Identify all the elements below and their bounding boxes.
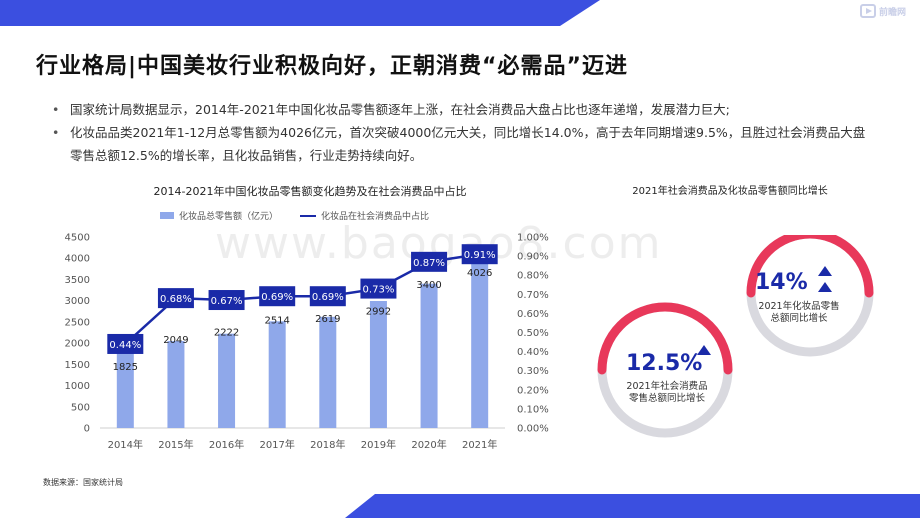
y-tick-label-right: 0.60% [517, 309, 549, 320]
x-tick-label: 2017年 [259, 438, 294, 451]
bar [268, 321, 286, 428]
share-data-label: 0.69% [312, 292, 344, 303]
y-tick-label-right: 0.10% [517, 404, 549, 415]
gauge-cosmetics-label-line1: 2021年化妆品零售 [758, 301, 840, 312]
bar [218, 333, 236, 428]
logo-text: 前瞻网 [878, 7, 906, 18]
up-arrow-icon [697, 345, 711, 355]
bar-data-label: 4026 [467, 268, 492, 279]
bottom-decor-band [345, 494, 920, 518]
x-tick-label: 2021年 [462, 438, 497, 451]
gauge-cosmetics-label-line2: 总额同比增长 [770, 313, 828, 324]
share-marker [461, 244, 498, 265]
legend-item-bar: 化妆品总零售额（亿元） [160, 209, 278, 222]
bar-data-label: 2049 [163, 335, 188, 346]
top-decor-band [0, 0, 600, 26]
y-tick-label-left: 3500 [65, 275, 90, 286]
y-tick-label-left: 2500 [65, 317, 90, 328]
y-tick-label-right: 0.80% [517, 271, 549, 282]
logo-play-icon [859, 4, 876, 18]
bar [319, 316, 337, 428]
y-tick-label-right: 0.70% [517, 290, 549, 301]
bar [116, 350, 134, 428]
bar [420, 283, 438, 428]
y-tick-label-left: 4000 [65, 254, 90, 265]
y-tick-label-left: 4500 [65, 233, 90, 244]
share-marker [157, 288, 194, 309]
bar-data-label: 3400 [416, 280, 441, 291]
y-tick-label-left: 1000 [65, 381, 90, 392]
bar-data-label: 2992 [366, 307, 391, 318]
share-marker [107, 333, 144, 354]
share-marker [360, 278, 397, 299]
gauge-retail-label: 2021年社会消费品 零售总额同比增长 [612, 381, 722, 405]
bar-data-label: 1825 [113, 362, 138, 373]
share-data-label: 0.69% [261, 292, 293, 303]
retail-combo-chart: 0 500 1000 1500 2000 2500 3000 3500 4000 4500 0.00… [65, 233, 549, 452]
up-arrow-icon [818, 266, 832, 276]
y-tick-label-right: 0.30% [517, 366, 549, 377]
bar-data-label: 2222 [214, 328, 239, 339]
bullet-item: 国家统计局数据显示，2014年-2021年中国化妆品零售额逐年上涨，在社会消费品… [52, 98, 872, 121]
growth-gauges [597, 235, 874, 438]
share-marker [309, 286, 346, 307]
y-tick-label-right: 1.00% [517, 233, 549, 244]
gauge-retail-value: 12.5% [626, 351, 703, 376]
brand-logo: 前瞻网 [859, 4, 906, 18]
gauge-cosmetics-label: 2021年化妆品零售 总额同比增长 [744, 301, 854, 325]
x-tick-label: 2018年 [310, 438, 345, 451]
gauge-section-title: 2021年社会消费品及化妆品零售额同比增长 [632, 186, 828, 197]
x-tick-label: 2016年 [209, 438, 244, 451]
legend-label-line: 化妆品在社会消费品中占比 [321, 212, 430, 222]
y-tick-label-right: 0.50% [517, 328, 549, 339]
chart-title: 2014-2021年中国化妆品零售额变化趋势及在社会消费品中占比 [153, 185, 467, 198]
y-tick-label-right: 0.00% [517, 424, 549, 435]
y-tick-label-right: 0.40% [517, 347, 549, 358]
y-tick-label-left: 0 [84, 424, 90, 435]
bar [369, 301, 387, 428]
share-marker [411, 251, 448, 272]
gauge-retail-label-line1: 2021年社会消费品 [626, 381, 708, 392]
x-tick-label: 2014年 [108, 438, 143, 451]
gauge-cosmetics-arc [746, 235, 874, 298]
bar [471, 257, 489, 428]
legend-bar-swatch [160, 212, 174, 219]
share-data-label: 0.73% [363, 285, 395, 296]
legend-item-line: 化妆品在社会消费品中占比 [300, 209, 429, 222]
x-tick-label: 2020年 [411, 438, 446, 451]
share-marker [259, 286, 296, 307]
share-marker [208, 290, 245, 311]
x-tick-label: 2019年 [361, 438, 396, 451]
share-data-label: 0.44% [109, 340, 141, 351]
up-arrow-icon [818, 282, 832, 292]
y-tick-label-left: 500 [71, 402, 90, 413]
bullet-item: 化妆品品类2021年1-12月总零售额为4026亿元，首次突破4000亿元大关，… [52, 121, 872, 167]
data-source: 数据来源：国家统计局 [43, 478, 123, 487]
legend-label-bar: 化妆品总零售额（亿元） [179, 212, 279, 222]
y-tick-label-left: 1500 [65, 360, 90, 371]
share-data-label: 0.67% [211, 296, 243, 307]
bar-data-label: 2514 [264, 315, 289, 326]
chart-legend: 化妆品总零售额（亿元） 化妆品在社会消费品中占比 [160, 209, 429, 222]
bullet-list: 国家统计局数据显示，2014年-2021年中国化妆品零售额逐年上涨，在社会消费品… [52, 98, 872, 167]
share-data-label: 0.68% [160, 294, 192, 305]
y-tick-label-right: 0.90% [517, 252, 549, 263]
gauge-retail-arc [597, 302, 733, 375]
bar [167, 341, 185, 428]
y-tick-label-left: 2000 [65, 339, 90, 350]
gauge-retail-label-line2: 零售总额同比增长 [628, 393, 705, 404]
share-data-label: 0.91% [464, 250, 496, 261]
share-data-label: 0.87% [413, 258, 445, 269]
bar-data-label: 2619 [315, 314, 340, 325]
legend-line-swatch [300, 214, 317, 217]
y-tick-label-right: 0.20% [517, 385, 549, 396]
page-title: 行业格局|中国美妆行业积极向好，正朝消费“必需品”迈进 [36, 54, 628, 79]
y-tick-label-left: 3000 [65, 296, 90, 307]
gauge-cosmetics-value: 14% [755, 270, 808, 295]
x-tick-label: 2015年 [158, 438, 193, 451]
